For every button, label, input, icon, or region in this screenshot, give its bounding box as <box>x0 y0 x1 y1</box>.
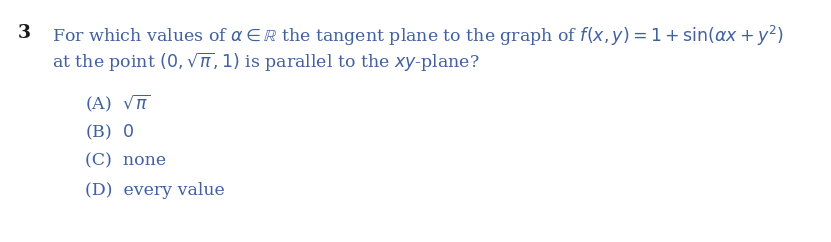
Text: (A)  $\sqrt{\pi}$: (A) $\sqrt{\pi}$ <box>85 92 150 114</box>
Text: (B)  $0$: (B) $0$ <box>85 122 135 142</box>
Text: (C)  none: (C) none <box>85 152 166 169</box>
Text: 3: 3 <box>18 24 31 42</box>
Text: For which values of $\alpha \in \mathbb{R}$ the tangent plane to the graph of $f: For which values of $\alpha \in \mathbb{… <box>52 24 784 48</box>
Text: (D)  every value: (D) every value <box>85 182 224 199</box>
Text: at the point $(0, \sqrt{\pi}, 1)$ is parallel to the $xy$-plane?: at the point $(0, \sqrt{\pi}, 1)$ is par… <box>52 51 479 74</box>
